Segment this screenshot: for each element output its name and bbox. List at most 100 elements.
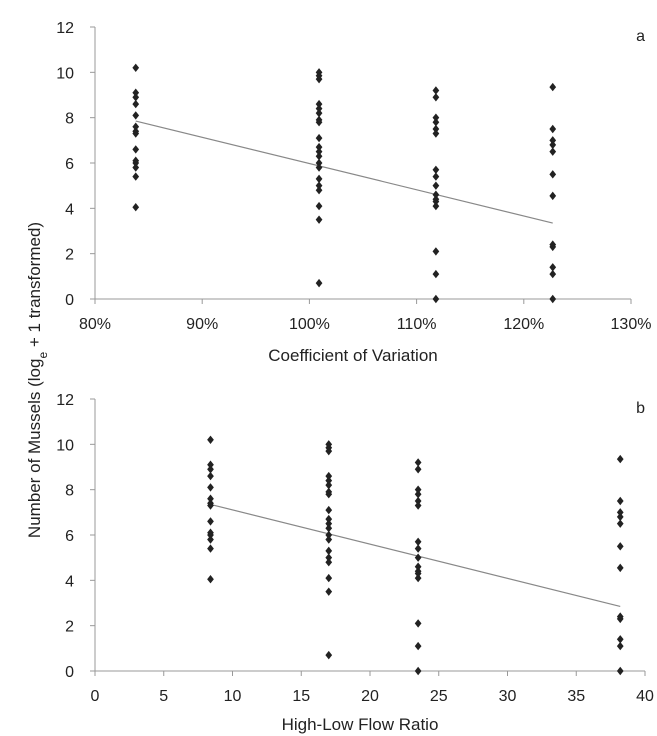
- y-tick-label: 2: [65, 247, 74, 264]
- data-point-diamond: [549, 136, 557, 145]
- data-point-diamond: [549, 82, 557, 92]
- data-point-diamond: [549, 191, 557, 201]
- data-point-diamond: [207, 517, 214, 526]
- data-point-diamond: [315, 118, 323, 127]
- data-point-diamond: [315, 108, 323, 118]
- x-axis-label: High-Low Flow Ratio: [282, 715, 439, 734]
- data-point-diamond: [132, 172, 140, 181]
- data-point-diamond: [132, 145, 140, 154]
- data-point-diamond: [414, 562, 422, 571]
- data-point-diamond: [315, 181, 323, 190]
- y-tick-label: 8: [65, 483, 74, 500]
- data-point-diamond: [207, 535, 214, 544]
- data-point-diamond: [315, 133, 323, 143]
- data-point-diamond: [315, 99, 323, 109]
- data-point-diamond: [315, 142, 323, 152]
- panel-label: a: [636, 28, 645, 45]
- data-point-diamond: [414, 641, 422, 651]
- data-point-diamond: [616, 666, 624, 676]
- data-point-diamond: [207, 483, 214, 492]
- data-point-diamond: [549, 170, 557, 179]
- data-point-diamond: [432, 165, 440, 174]
- data-point-diamond: [325, 519, 333, 528]
- data-point-diamond: [549, 140, 557, 150]
- data-point-diamond: [315, 74, 323, 84]
- data-point-diamond: [325, 587, 333, 596]
- data-point-diamond: [207, 494, 214, 503]
- data-point-diamond: [432, 124, 440, 134]
- data-point-diamond: [549, 242, 557, 252]
- data-point-diamond: [132, 93, 140, 102]
- data-point-diamond: [132, 158, 140, 168]
- y-tick-label: 0: [65, 664, 74, 681]
- x-tick-label: 40: [636, 688, 654, 705]
- y-tick-label: 6: [65, 528, 74, 545]
- y-tick-label: 4: [65, 201, 74, 218]
- data-point-diamond: [207, 575, 214, 584]
- panel-a-chart: 0 2 4 6 8 10 12 80% 90% 100% 110% 120% 130% Coefficie…: [56, 20, 651, 365]
- x-tick-label: 20: [361, 688, 379, 705]
- data-point-diamond: [414, 490, 422, 499]
- data-point-diamond: [414, 553, 422, 562]
- data-point-diamond: [616, 641, 624, 651]
- data-point-diamond: [325, 553, 333, 562]
- x-tick-label: 35: [567, 688, 585, 705]
- data-point-diamond: [432, 93, 440, 102]
- data-point-diamond: [432, 294, 440, 304]
- y-tick-label: 2: [65, 619, 74, 636]
- data-point-diamond: [207, 465, 214, 474]
- data-point-diamond: [325, 505, 333, 515]
- data-point-diamond: [432, 247, 440, 256]
- x-tick-label: 30: [499, 688, 517, 705]
- data-point-diamond: [414, 537, 422, 546]
- y-tick-label: 8: [65, 111, 74, 128]
- data-point-diamond: [432, 113, 440, 122]
- y-tick-label: 12: [56, 392, 74, 409]
- data-point-diamond: [315, 174, 323, 184]
- panel-label: b: [636, 400, 645, 417]
- y-axis-label-tail: + 1 transformed): [25, 222, 44, 352]
- data-point-diamond: [325, 476, 333, 485]
- data-point-diamond: [616, 614, 624, 624]
- shared-y-axis-label: Number of Mussels (loge + 1 transformed): [25, 222, 50, 538]
- data-point-diamond: [414, 465, 422, 474]
- x-tick-label: 25: [430, 688, 448, 705]
- y-tick-label: 6: [65, 156, 74, 173]
- x-tick-label: 0: [91, 688, 100, 705]
- data-point-diamond: [616, 508, 624, 517]
- data-point-diamond: [325, 530, 333, 540]
- data-point-diamond: [616, 496, 624, 506]
- y-tick-label: 4: [65, 573, 74, 590]
- x-tick-label: 80%: [79, 316, 111, 333]
- data-point-diamond: [315, 152, 323, 161]
- x-tick-label: 5: [159, 688, 168, 705]
- data-point-diamond: [432, 181, 440, 190]
- y-axis-label-main: Number of Mussels (log: [25, 359, 44, 539]
- data-point-diamond: [207, 460, 214, 469]
- data-point-diamond: [549, 147, 557, 156]
- data-point-diamond: [207, 435, 214, 444]
- data-point-diamond: [132, 63, 140, 72]
- data-point-diamond: [325, 573, 333, 583]
- y-tick-label: 10: [56, 437, 74, 454]
- data-point-diamond: [207, 544, 214, 553]
- data-point-diamond: [132, 129, 140, 138]
- data-point-diamond: [325, 558, 333, 567]
- data-point-diamond: [616, 542, 624, 551]
- data-point-diamond: [432, 129, 440, 138]
- data-point-diamond: [325, 514, 333, 524]
- data-point-diamond: [315, 104, 323, 113]
- data-point-diamond: [549, 294, 557, 304]
- data-point-diamond: [325, 490, 333, 499]
- data-point-diamond: [414, 573, 422, 583]
- data-point-diamond: [414, 619, 422, 628]
- data-point-diamond: [549, 269, 557, 279]
- data-point-diamond: [132, 99, 140, 109]
- data-point-diamond: [315, 215, 323, 224]
- data-point-diamond: [315, 201, 323, 211]
- data-point-diamond: [315, 147, 323, 156]
- data-point-diamond: [414, 485, 422, 494]
- data-point-diamond: [549, 124, 557, 134]
- data-point-diamond: [432, 269, 440, 279]
